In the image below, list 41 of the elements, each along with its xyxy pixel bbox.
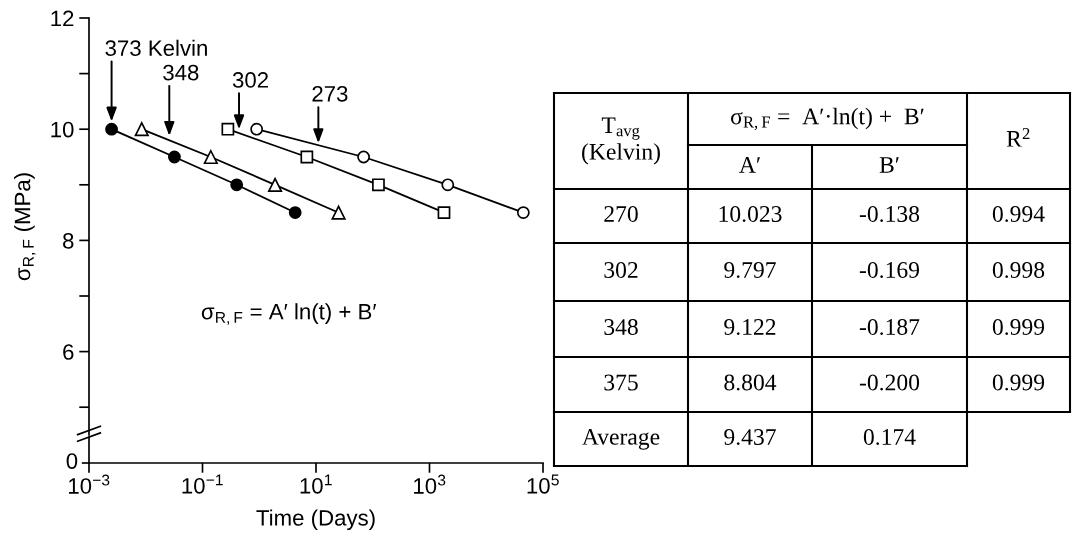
x-tick-label: 10$^{−1}$: [182, 474, 223, 494]
y-tick-label: 10: [51, 121, 74, 138]
annotation: 373 Kelvin: [105, 39, 207, 57]
text: 9.122: [724, 319, 776, 336]
text: 375: [604, 374, 638, 391]
text: Average: [582, 429, 660, 450]
x-tick-label: 10$^{3}$: [414, 474, 446, 494]
text: B′: [879, 157, 899, 173]
text: T$_{avg}$ (Kelvin): [582, 117, 660, 165]
text: 0.174: [863, 428, 916, 446]
x-tick-label: 10$^{1}$: [300, 474, 332, 494]
text: 9.437: [724, 429, 776, 446]
text: 302: [604, 261, 638, 278]
text: 270: [604, 205, 638, 222]
annotation: σ$_{R,F}$ = A′ ln(t) + B′: [201, 303, 377, 325]
text: 348: [604, 318, 638, 335]
y-tick-label: 8: [63, 232, 74, 249]
annotation: 348: [163, 64, 199, 81]
text: σ$_{R,F}$ = A′·ln(t) + B′: [731, 107, 924, 130]
text: 10.023: [719, 205, 782, 223]
text: 0.999: [992, 374, 1045, 391]
text: -0.138: [859, 205, 920, 223]
x-tick-label: 10$^{−3}$: [69, 474, 110, 494]
text: -0.187: [859, 318, 920, 336]
text: 0: [66, 453, 78, 469]
text: -0.169: [859, 261, 920, 279]
text: R$^{2}$: [1006, 128, 1030, 147]
text: 9.797: [724, 262, 776, 279]
annotation: 273: [312, 85, 348, 102]
text: 8.804: [724, 374, 777, 391]
text: 0.994: [992, 205, 1045, 223]
text: -0.200: [859, 374, 920, 391]
y-tick-label: 6: [63, 344, 74, 360]
y-axis-title: σ$_{R,F}$ (MPa): [14, 173, 36, 281]
x-axis-title: Time (Days): [256, 509, 375, 531]
text: 0.998: [992, 261, 1045, 279]
y-tick-label: 12: [51, 10, 74, 27]
x-tick-label: 10$^{5}$: [527, 474, 559, 494]
text: 0.999: [992, 318, 1045, 336]
text: A′: [739, 157, 760, 173]
annotation: 302: [232, 72, 268, 88]
